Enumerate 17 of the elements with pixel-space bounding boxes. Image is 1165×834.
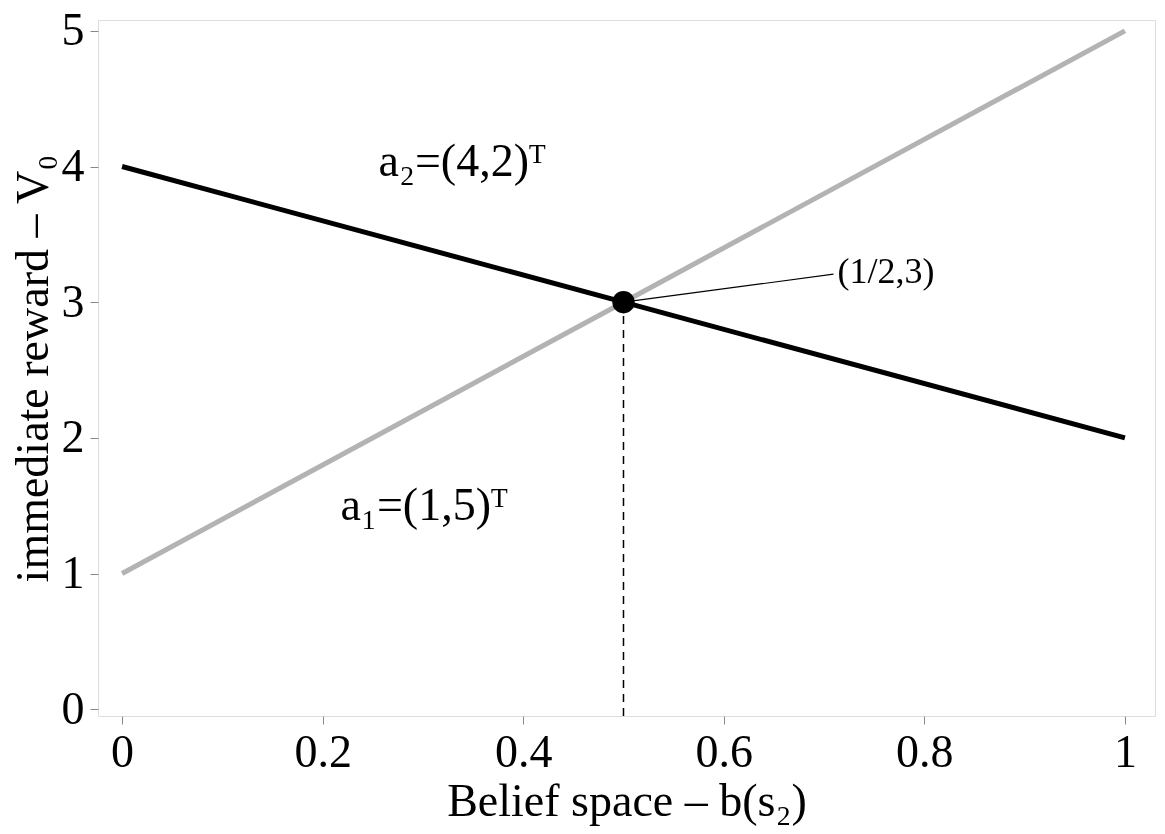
x-tick-label: 0.4 xyxy=(494,725,553,777)
series-label: a₁=(1,5)ᵀ xyxy=(340,478,508,530)
x-tick-label: 0.6 xyxy=(695,725,754,777)
annotation: (1/2,3) xyxy=(837,251,935,292)
y-tick-label: 3 xyxy=(61,275,85,327)
y-tick-label: 2 xyxy=(61,411,85,463)
x-axis-title: Belief space – b(s₂) xyxy=(447,774,807,826)
x-tick-label: 0.2 xyxy=(294,725,352,777)
x-tick-label: 0 xyxy=(111,725,135,777)
y-tick-label: 0 xyxy=(61,682,85,734)
x-tick-label: 0.8 xyxy=(896,725,954,777)
y-axis-title: immediate reward – V₀ xyxy=(6,154,58,583)
y-tick-label: 4 xyxy=(61,140,85,192)
y-tick-label: 5 xyxy=(61,4,85,56)
x-tick-label: 1 xyxy=(1113,725,1137,777)
y-tick-label: 1 xyxy=(61,547,85,599)
series-label: a₂=(4,2)ᵀ xyxy=(378,134,546,186)
